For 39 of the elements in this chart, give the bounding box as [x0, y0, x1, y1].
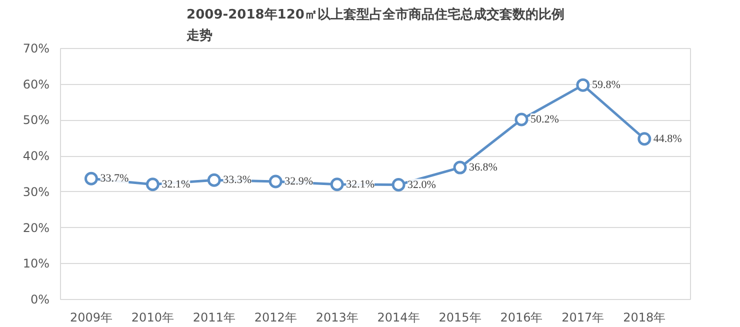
- data-label: 33.7%: [100, 172, 129, 185]
- x-tick-label: 2013年: [316, 310, 358, 324]
- data-label: 50.2%: [530, 113, 559, 126]
- point: [453, 160, 467, 174]
- chart-title: 2009-2018年120㎡以上套型占全市商品住宅总成交套数的比例走势: [186, 6, 564, 44]
- data-label: 44.8%: [653, 132, 682, 145]
- point: [146, 178, 160, 192]
- point: [576, 78, 590, 92]
- x-tick-label: 2015年: [438, 310, 482, 324]
- point: [84, 172, 98, 186]
- y-tick-label: 70%: [22, 42, 50, 56]
- y-tick-label: 0%: [30, 292, 50, 306]
- data-label: 59.8%: [592, 79, 620, 92]
- x-tick-label: 2018年: [623, 310, 666, 324]
- point: [392, 178, 406, 192]
- data-label: 32.0%: [408, 178, 436, 191]
- x-tick-label: 2012年: [254, 310, 297, 324]
- x-tick-label: 2014年: [377, 310, 420, 324]
- y-tick-label: 20%: [22, 220, 50, 235]
- point: [638, 132, 652, 146]
- x-tick-label: 2017年: [562, 310, 604, 324]
- x-tick-label: 2010年: [131, 310, 174, 324]
- y-tick-label: 40%: [22, 149, 50, 164]
- y-tick-label: 30%: [22, 184, 50, 199]
- x-tick-label: 2009年: [70, 310, 113, 324]
- point: [514, 112, 528, 126]
- data-label: 36.8%: [469, 162, 498, 174]
- y-tick-label: 50%: [22, 113, 50, 128]
- data-label: 32.1%: [162, 178, 190, 190]
- x-tick-label: 2016年: [500, 310, 543, 324]
- data-label: 33.3%: [223, 174, 252, 186]
- point: [207, 173, 221, 187]
- point: [268, 174, 282, 188]
- data-label: 32.1%: [346, 178, 375, 190]
- y-tick-label: 10%: [22, 256, 50, 271]
- x-tick-label: 2011年: [192, 310, 236, 324]
- data-label: 32.9%: [284, 176, 314, 188]
- y-tick-label: 60%: [22, 77, 50, 92]
- point: [330, 178, 344, 192]
